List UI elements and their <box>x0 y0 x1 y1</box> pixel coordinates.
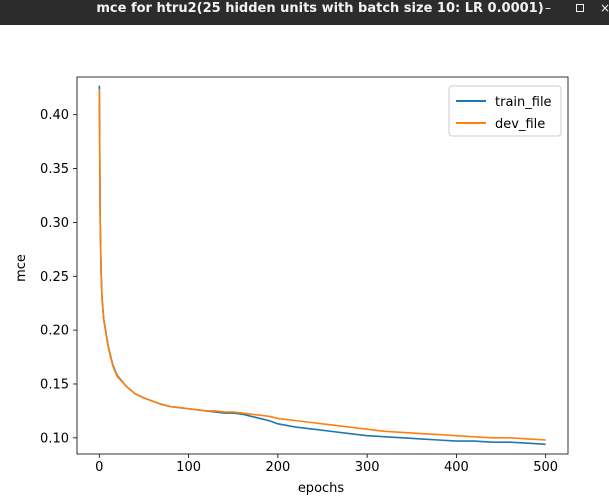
x-tick-label: 500 <box>533 460 558 475</box>
x-tick-label: 0 <box>95 460 103 475</box>
title-bar[interactable]: mce for htru2(25 hidden units with batch… <box>0 0 609 25</box>
y-tick-label: 0.40 <box>40 108 69 123</box>
minimize-button[interactable]: – <box>545 1 551 15</box>
window-title: mce for htru2(25 hidden units with batch… <box>96 1 544 16</box>
maximize-icon <box>576 4 584 12</box>
y-tick-label: 0.20 <box>40 324 69 339</box>
y-tick-label: 0.25 <box>40 270 69 285</box>
x-axis-label: epochs <box>298 481 345 496</box>
x-tick-label: 100 <box>176 460 201 475</box>
x-tick-label: 300 <box>355 460 380 475</box>
plot-area-frame <box>76 76 569 455</box>
close-button[interactable]: × <box>599 1 609 15</box>
legend-label-dev: dev_file <box>495 117 545 132</box>
y-axis-label: mce <box>14 254 29 282</box>
axis-ticks: 0 100 200 300 400 500 0.10 0.15 0.20 0.25 0.30 0.35… <box>40 108 558 475</box>
x-tick-label: 400 <box>444 460 469 475</box>
y-tick-label: 0.30 <box>40 216 69 231</box>
legend-label-train: train_file <box>495 95 552 110</box>
legend: train_file dev_file <box>448 85 562 137</box>
series-line-dev_file <box>98 88 546 441</box>
x-tick-label: 200 <box>265 460 290 475</box>
y-tick-label: 0.35 <box>40 162 69 177</box>
series-lines <box>98 85 546 446</box>
maximize-button[interactable] <box>571 0 589 18</box>
series-line-train_file <box>98 85 546 446</box>
y-tick-label: 0.10 <box>40 431 69 446</box>
y-tick-label: 0.15 <box>40 377 69 392</box>
